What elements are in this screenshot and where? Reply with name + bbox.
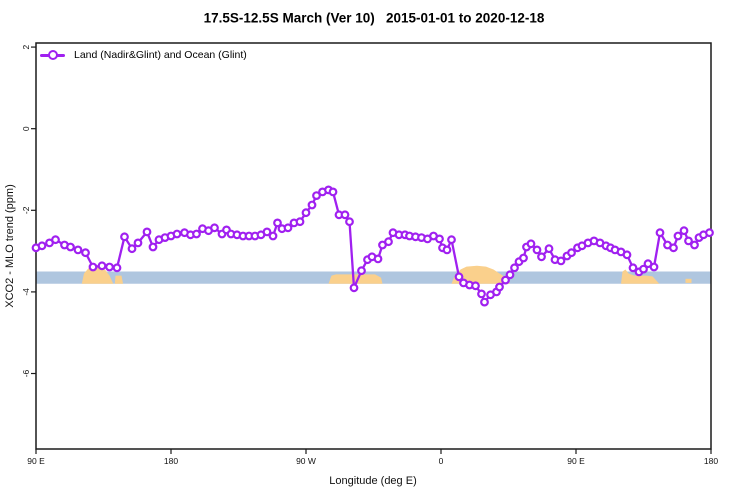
- data-point: [51, 235, 60, 245]
- data-point: [447, 235, 456, 245]
- data-point: [349, 283, 359, 293]
- data-point: [510, 263, 519, 273]
- land-patch-australia-east: [621, 269, 660, 284]
- data-point: [328, 187, 338, 197]
- data-point: [268, 231, 278, 241]
- data-point: [556, 256, 566, 266]
- data-point: [262, 227, 272, 237]
- legend-line-marker-icon: [40, 50, 65, 61]
- data-point: [81, 248, 90, 258]
- chart-title: 17.5S-12.5S March (Ver 10) 2015-01-01 to…: [203, 10, 545, 26]
- data-point: [679, 226, 689, 236]
- data-point: [501, 275, 510, 285]
- data-point: [544, 244, 554, 254]
- data-point: [673, 231, 683, 241]
- data-point: [628, 263, 638, 273]
- data-point: [312, 191, 321, 201]
- data-point: [66, 242, 75, 252]
- data-point: [295, 217, 305, 227]
- data-point: [384, 237, 393, 247]
- x-tick-label: 90 W: [296, 456, 316, 466]
- data-point: [112, 263, 122, 273]
- data-point: [505, 270, 515, 280]
- data-point: [301, 208, 311, 218]
- data-point: [519, 253, 528, 263]
- data-point: [690, 240, 699, 250]
- data-point: [88, 262, 98, 272]
- data-point: [120, 232, 129, 242]
- data-point: [172, 229, 182, 239]
- x-axis-label: Longitude (deg E): [329, 475, 417, 487]
- y-tick-label: -6: [21, 369, 31, 377]
- data-point: [127, 244, 137, 254]
- land-patch-small-sliver: [685, 278, 692, 283]
- data-point: [705, 228, 714, 238]
- legend-label: Land (Nadir&Glint) and Ocean (Glint): [74, 49, 247, 61]
- data-point: [649, 262, 659, 272]
- data-point: [526, 239, 536, 249]
- data-point: [480, 297, 489, 307]
- legend-dot: [47, 50, 58, 60]
- data-point: [684, 236, 693, 246]
- data-point: [639, 264, 648, 274]
- y-tick-label: 0: [21, 126, 31, 131]
- y-tick-label: -2: [21, 206, 31, 214]
- land-patch-australia-west-sliver: [114, 275, 123, 284]
- land-patch-africa-madagascar: [451, 265, 510, 284]
- x-tick-label: 180: [164, 456, 178, 466]
- data-point: [133, 238, 143, 248]
- data-point: [471, 281, 480, 291]
- data-point: [442, 245, 452, 255]
- data-point: [37, 241, 47, 251]
- data-point: [454, 272, 464, 282]
- data-point: [148, 242, 158, 252]
- data-point: [142, 227, 152, 237]
- data-point: [357, 266, 366, 276]
- x-tick-label: 90 E: [27, 456, 45, 466]
- data-point: [477, 289, 486, 299]
- data-point: [307, 200, 317, 210]
- land-patch-south-america: [328, 274, 383, 284]
- legend: Land (Nadir&Glint) and Ocean (Glint): [40, 49, 247, 61]
- data-point: [567, 248, 576, 258]
- data-point: [435, 234, 444, 244]
- data-point: [537, 252, 546, 262]
- y-tick-label: -4: [21, 288, 31, 296]
- data-point: [669, 243, 678, 253]
- x-tick-label: 0: [439, 456, 444, 466]
- data-point: [373, 254, 383, 264]
- land-patch-australia-west: [81, 266, 114, 284]
- y-axis-label: XCO2 - MLO trend (ppm): [4, 184, 16, 308]
- data-point: [283, 223, 293, 233]
- data-point: [97, 261, 107, 271]
- data-point: [655, 228, 665, 238]
- y-tick-label: 2: [21, 44, 31, 49]
- data-point: [273, 218, 282, 228]
- data-point: [345, 217, 354, 227]
- x-tick-label: 180: [704, 456, 718, 466]
- data-point: [73, 245, 83, 255]
- data-point: [495, 282, 504, 292]
- data-point: [210, 223, 219, 233]
- data-point: [532, 245, 542, 255]
- x-tick-label: 90 E: [567, 456, 585, 466]
- data-point: [192, 229, 201, 239]
- data-point: [622, 250, 632, 260]
- data-point: [105, 262, 114, 272]
- data-point: [340, 210, 350, 220]
